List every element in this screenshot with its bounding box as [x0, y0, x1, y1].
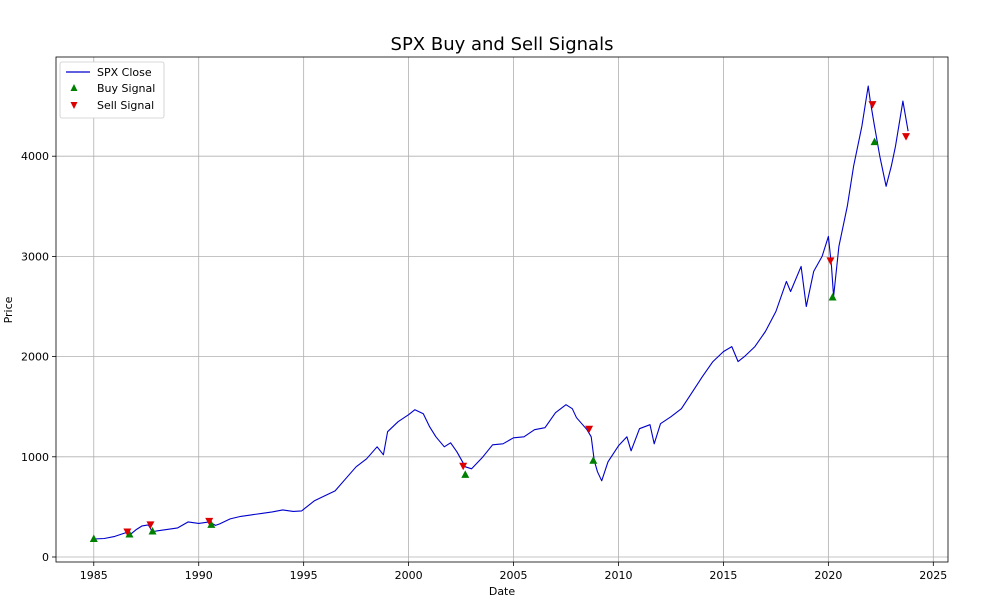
buy-signal-marker: [207, 520, 216, 528]
buy-signal-marker: [89, 534, 98, 542]
sell-signal-marker: [902, 133, 911, 141]
buy-signal-marker: [870, 137, 879, 146]
x-tick-label: 2010: [604, 569, 632, 582]
x-tick-label: 2005: [500, 569, 528, 582]
sell-signal-marker: [205, 517, 214, 526]
sell-signal-marker: [868, 101, 877, 109]
buy-signal-marker: [828, 292, 837, 301]
y-tick-label: 3000: [21, 250, 49, 263]
spx-close-line: [93, 85, 909, 540]
series-layer: [89, 85, 911, 542]
sell-signal-marker: [146, 521, 155, 529]
x-tick-label: 2015: [709, 569, 737, 582]
grid-lines: [56, 57, 948, 562]
buy-signal-marker: [589, 456, 598, 464]
legend: SPX Close Buy Signal Sell Signal: [59, 61, 165, 119]
legend-label-buy-signal: Buy Signal: [97, 82, 155, 95]
sell-signal-marker: [585, 425, 594, 434]
x-tick-label: 1990: [185, 569, 213, 582]
legend-box: [59, 61, 165, 119]
plot-frame: [55, 56, 949, 563]
legend-marker-buy-signal: [70, 84, 78, 91]
x-axis-label: Date: [489, 585, 516, 598]
y-axis-label: Price: [2, 296, 15, 323]
sell-signal-marker: [459, 462, 468, 471]
chart-title: SPX Buy and Sell Signals: [391, 34, 614, 55]
x-tick-label: 2025: [919, 569, 947, 582]
y-tick-label: 4000: [21, 150, 49, 163]
sell-signal-marker: [123, 528, 132, 536]
sell-signal-marker: [826, 257, 835, 265]
x-tick-label: 2000: [395, 569, 423, 582]
legend-label-sell-signal: Sell Signal: [97, 99, 154, 112]
x-tick-label: 1985: [80, 569, 108, 582]
y-tick-label: 0: [42, 551, 49, 564]
axis-ticks: 1985 1990 1995 2000 2005 2010 2015 2020 2025 0 100…: [21, 150, 947, 582]
y-tick-label: 1000: [21, 451, 49, 464]
x-tick-label: 2020: [814, 569, 842, 582]
y-tick-label: 2000: [21, 351, 49, 364]
buy-signal-marker: [461, 470, 470, 478]
buy-signal-marker: [148, 526, 157, 535]
legend-label-spx-close: SPX Close: [97, 66, 152, 79]
legend-marker-sell-signal: [70, 102, 78, 109]
x-tick-label: 1995: [290, 569, 318, 582]
